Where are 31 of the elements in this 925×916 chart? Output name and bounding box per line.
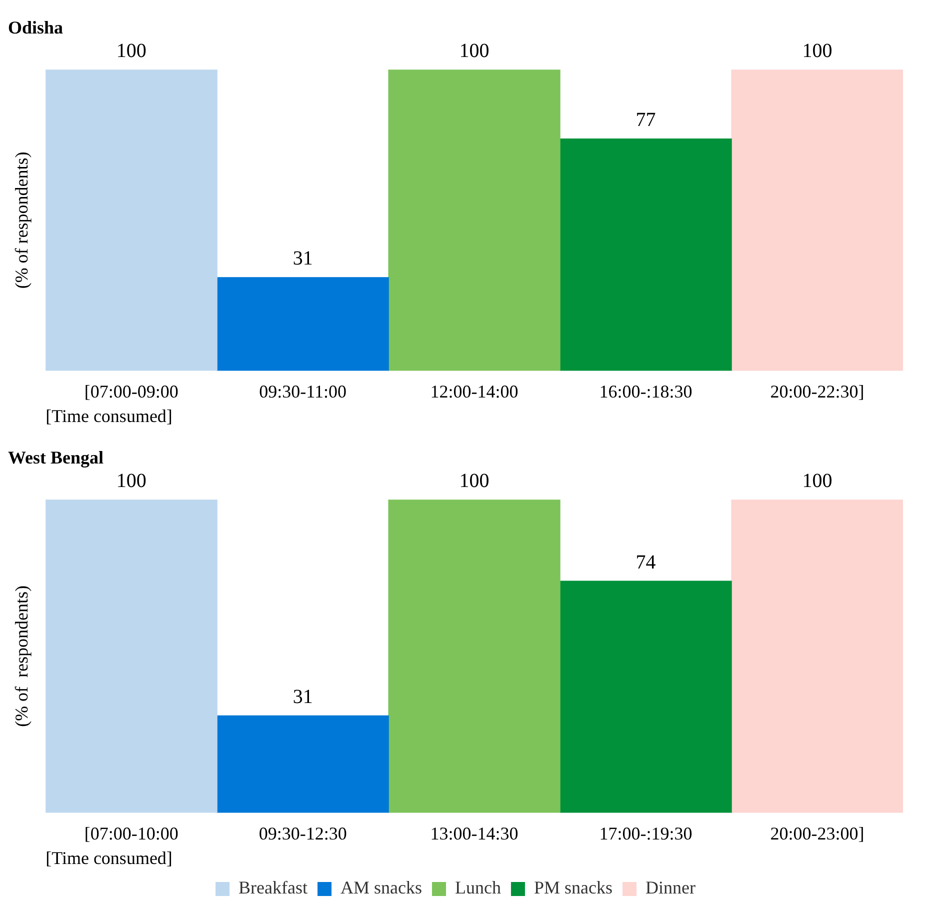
x-tick-label: 16:00-:18:30: [599, 381, 692, 402]
data-label: 100: [802, 40, 832, 62]
x-axis-title: [Time consumed]: [46, 406, 172, 426]
x-tick-label: 20:00-22:30]: [770, 381, 864, 402]
data-label: 100: [459, 40, 490, 62]
legend-label: Breakfast: [238, 878, 308, 898]
x-tick-label: 09:30-11:00: [259, 381, 346, 402]
legend-label: Lunch: [454, 878, 501, 898]
chart-title: West Bengal: [8, 447, 104, 468]
data-label: 100: [116, 470, 146, 492]
data-label: 100: [802, 470, 832, 492]
x-tick-label: 12:00-14:00: [430, 381, 518, 402]
data-label: 100: [116, 40, 146, 62]
legend-label: PM snacks: [534, 878, 612, 898]
x-tick-label: 09:30-12:30: [258, 823, 347, 844]
legend-label: Dinner: [645, 878, 696, 898]
data-label: 74: [636, 551, 656, 574]
x-tick-label: 20:00-23:00]: [770, 823, 864, 844]
legend-label: AM snacks: [340, 878, 422, 898]
data-label: 77: [636, 109, 656, 132]
chart-title: Odisha: [8, 17, 64, 38]
data-label: 100: [459, 470, 490, 492]
x-tick-label: 17:00-:19:30: [599, 823, 692, 844]
data-label: 31: [292, 686, 313, 708]
x-tick-label: [07:00-10:00: [84, 823, 178, 844]
y-axis-title: (% of respondents): [12, 585, 32, 727]
data-label: 31: [292, 248, 313, 270]
y-axis-title: (% of respondents): [12, 152, 32, 289]
x-tick-label: [07:00-09:00: [84, 381, 178, 402]
x-axis-title: [Time consumed]: [46, 848, 172, 868]
x-tick-label: 13:00-14:30: [430, 823, 518, 844]
